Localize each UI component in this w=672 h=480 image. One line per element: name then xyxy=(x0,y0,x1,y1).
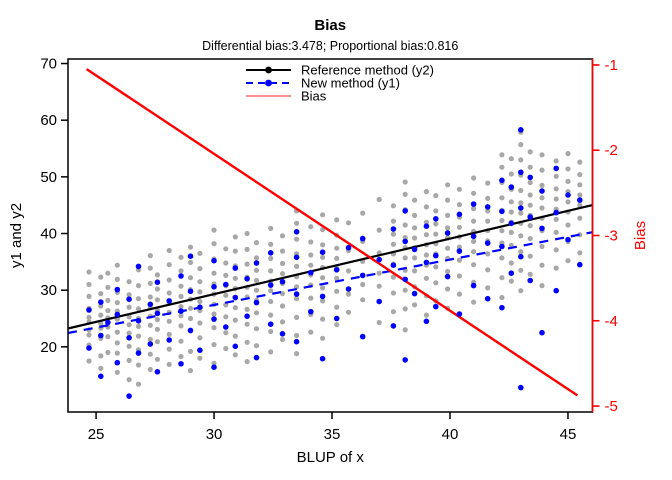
y-left-tick-label: 60 xyxy=(40,112,57,129)
reference-scatter-points xyxy=(86,129,583,387)
plot-box xyxy=(67,58,594,413)
chart-title: Bias xyxy=(314,17,346,34)
y-left-tick-label: 40 xyxy=(40,226,57,243)
legend-item: Reference method (y2) xyxy=(246,63,434,78)
legend: Reference method (y2)New method (y1)Bias xyxy=(246,63,434,104)
new-method-scatter-points xyxy=(86,127,583,399)
y-right-tick-label: -3 xyxy=(605,228,618,245)
y-left-tick-label: 50 xyxy=(40,169,57,186)
legend-label: Reference method (y2) xyxy=(301,63,434,78)
new-method-fit xyxy=(67,231,593,335)
legend-label: New method (y1) xyxy=(301,76,400,91)
y-right-tick-label: -5 xyxy=(605,398,618,415)
y-right-tick-label: -1 xyxy=(605,57,618,74)
legend-label: Bias xyxy=(301,89,327,104)
y-left-tick-label: 20 xyxy=(40,339,57,356)
y-axis-right-label: Bias xyxy=(632,221,649,250)
bias-line xyxy=(85,68,579,397)
y-right-tick-label: -2 xyxy=(605,142,618,159)
x-tick-label: 25 xyxy=(88,426,105,443)
legend-item: New method (y1) xyxy=(246,76,400,91)
x-axis: 25 30 35 40 45 BLUP of x xyxy=(88,412,577,466)
y-left-tick-label: 30 xyxy=(40,282,57,299)
fit-lines xyxy=(67,68,593,397)
y-axis-left: 20 30 40 50 60 70 y1 and y2 xyxy=(8,56,68,356)
x-tick-label: 35 xyxy=(324,426,341,443)
x-tick-label: 30 xyxy=(206,426,223,443)
legend-item: Bias xyxy=(246,89,327,104)
y-left-tick-label: 70 xyxy=(40,56,57,73)
legend-point-sample xyxy=(265,79,272,87)
chart-subtitle: Differential bias:3.478; Proportional bi… xyxy=(202,39,458,53)
y-right-tick-label: -4 xyxy=(605,313,618,330)
x-tick-label: 40 xyxy=(442,426,459,443)
y-axis-left-label: y1 and y2 xyxy=(8,203,25,268)
x-tick-label: 45 xyxy=(560,426,577,443)
reference-fit xyxy=(67,204,593,330)
legend-point-sample xyxy=(265,66,272,74)
x-axis-label: BLUP of x xyxy=(297,449,365,466)
y-axis-right: -1 -2 -3 -4 -5 Bias xyxy=(591,57,649,415)
